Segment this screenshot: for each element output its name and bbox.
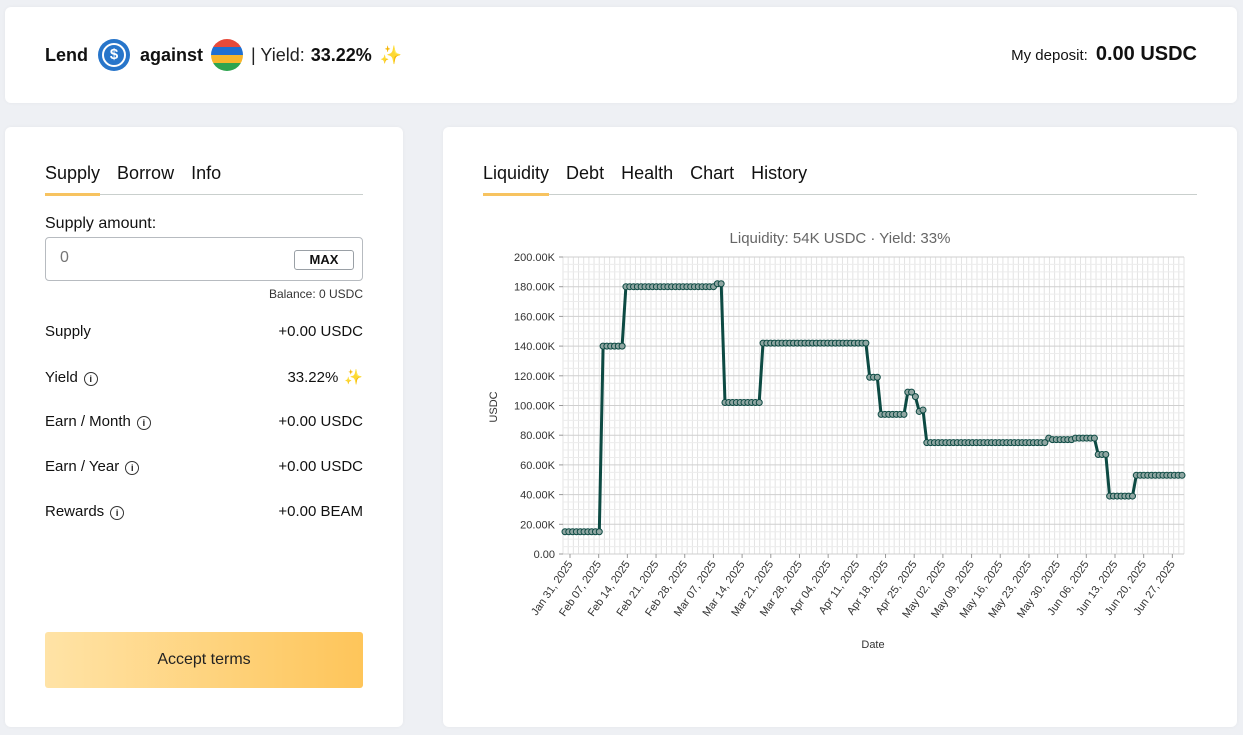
tab-supply[interactable]: Supply [45,163,101,196]
y-tick-label: 140.00K [514,341,556,353]
data-point [900,410,908,418]
deposit-value: 0.00 USDC [1095,43,1197,65]
against-label: against [140,44,204,65]
yield-row-value: 33.22% [287,368,339,386]
y-tick-label: 200.00K [514,252,556,264]
y-tick-label: 180.00K [514,282,556,294]
data-point [755,399,763,407]
info-icon[interactable]: i [125,461,140,475]
data-point [873,373,881,381]
y-tick-label: 0.00 [534,549,555,561]
balance-text: Balance: 0 USDC [268,287,363,301]
y-tick-label: 60.00K [520,460,556,472]
accept-terms-button[interactable]: Accept terms [45,632,363,688]
earn-year-row: Earn / Year i +0.00 USDC [45,458,363,475]
data-point [717,280,725,288]
data-point [1041,439,1049,447]
x-axis-label: Date [861,639,884,651]
data-point [1128,492,1136,500]
tab-health[interactable]: Health [621,163,674,183]
rewards-value: +0.00 BEAM [278,503,363,520]
rewards-label: Rewards [45,503,105,520]
info-icon[interactable]: i [136,416,151,430]
info-icon[interactable]: i [83,371,98,386]
tab-chart[interactable]: Chart [690,163,735,183]
sparkle-icon: ✨ [344,369,363,386]
data-point [919,406,927,414]
supply-panel: Supply Borrow Info Supply amount: MAX Ba… [5,127,403,727]
tab-history[interactable]: History [751,163,808,183]
data-point [911,393,919,401]
yield-value: 33.22% [310,44,372,65]
beam-icon [211,39,244,71]
supply-amount-field: MAX [45,237,363,281]
data-point [618,342,626,350]
deposit-label: My deposit: [1011,47,1088,64]
data-point [1102,451,1110,459]
header-bar: Lend $ against | Yield: 33.22% ✨ My depo… [5,7,1237,103]
supply-row: Supply +0.00 USDC [45,323,363,340]
info-icon[interactable]: i [110,506,125,520]
lend-label: Lend [45,44,88,65]
data-point [908,388,916,396]
supply-row-value: +0.00 USDC [278,323,363,340]
supply-tabs: Supply Borrow Info [45,163,363,196]
max-button[interactable]: MAX [294,250,354,270]
chart-tabs: Liquidity Debt Health Chart History [483,163,1197,196]
yield-row-label: Yield [45,368,78,386]
earn-month-row: Earn / Month i +0.00 USDC [45,413,363,430]
sparkle-icon: ✨ [379,44,403,65]
yield-row: Yield i 33.22% ✨ [45,368,363,387]
supply-amount-input[interactable] [58,248,282,268]
liquidity-chart: Liquidity: 54K USDC · Yield: 33% USDC Da… [488,230,1186,651]
supply-amount-label: Supply amount: [45,215,157,232]
tab-liquidity[interactable]: Liquidity [483,163,550,196]
y-tick-label: 80.00K [520,430,556,442]
usdc-icon: $ [98,39,130,71]
earn-month-label: Earn / Month [45,413,131,430]
y-tick-label: 160.00K [514,311,556,323]
earn-year-value: +0.00 USDC [278,458,363,475]
data-point [595,528,603,536]
y-tick-label: 100.00K [514,401,556,413]
earn-month-value: +0.00 USDC [278,413,363,430]
data-point [1178,471,1186,479]
y-tick-label: 40.00K [520,490,556,502]
y-tick-label: 20.00K [520,519,556,531]
data-point [862,339,870,347]
market-summary: Lend $ against | Yield: 33.22% ✨ [45,39,402,71]
data-point [1090,434,1098,442]
rewards-row: Rewards i +0.00 BEAM [45,503,363,520]
tab-debt[interactable]: Debt [566,163,605,183]
tab-borrow[interactable]: Borrow [117,163,175,183]
y-tick-label: 120.00K [514,371,556,383]
my-deposit: My deposit: 0.00 USDC [1011,43,1197,66]
y-axis-label: USDC [488,391,500,422]
chart-panel: Liquidity Debt Health Chart History Liqu… [443,127,1237,727]
chart-title: Liquidity: 54K USDC · Yield: 33% [730,230,951,247]
tab-info[interactable]: Info [191,163,222,183]
supply-row-label: Supply [45,323,91,340]
yield-prefix: | Yield: [251,44,305,65]
earn-year-label: Earn / Year [45,458,120,475]
